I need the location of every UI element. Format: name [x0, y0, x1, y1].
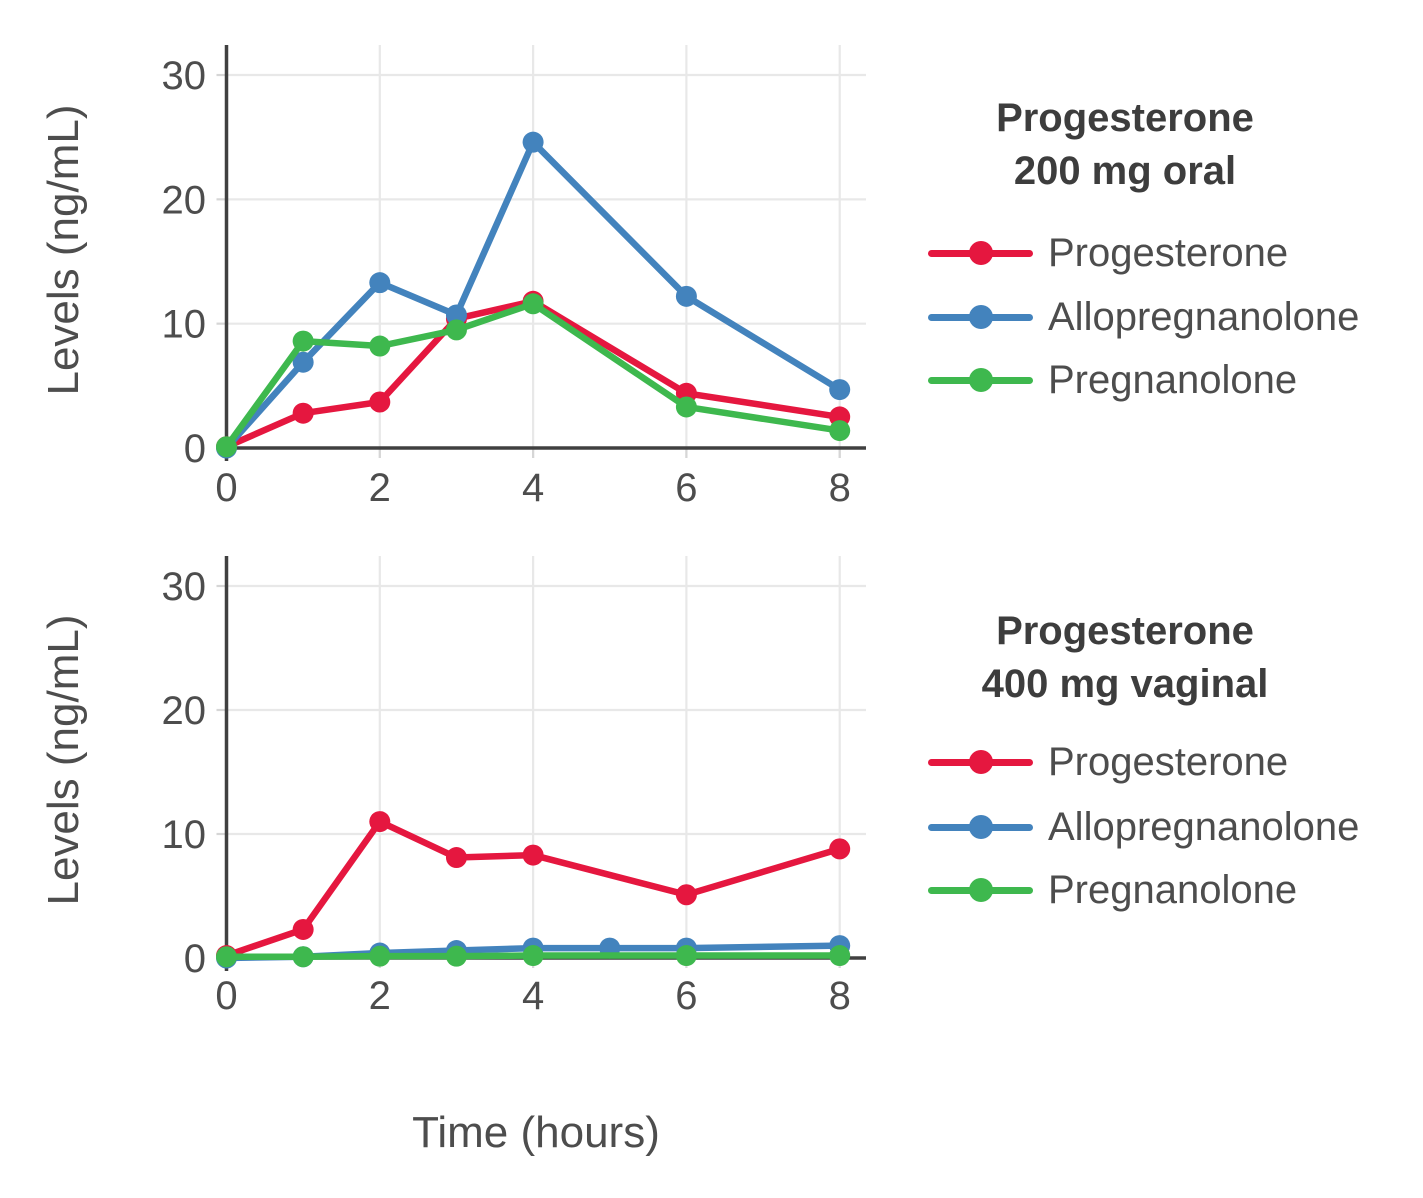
x-axis-title: Time (hours)	[412, 1108, 660, 1157]
data-point-progesterone	[292, 402, 314, 424]
data-point-progesterone	[369, 391, 391, 413]
y-axis-title-bottom: Levels (ng/mL)	[39, 614, 88, 906]
y-tick-label: 10	[162, 813, 207, 857]
legend-swatch-progesterone	[928, 241, 1033, 265]
legend-swatch-pregnanolone	[928, 878, 1033, 902]
y-axis-title-top: Levels (ng/mL)	[39, 104, 88, 396]
data-point-allopregnanolone	[829, 379, 851, 401]
legend-label: Allopregnanolone	[1048, 804, 1360, 849]
legend-swatch-allopregnanolone	[928, 305, 1033, 329]
data-point-progesterone	[369, 811, 391, 833]
legend-swatch-pregnanolone	[928, 368, 1033, 392]
legend-label: Progesterone	[1048, 230, 1289, 275]
y-tick-label: 0	[184, 427, 206, 471]
legend-label: Progesterone	[1048, 739, 1289, 784]
data-point-pregnanolone	[675, 945, 697, 967]
legend-label: Pregnanolone	[1048, 357, 1298, 402]
legend-item-progesterone: Progesterone	[928, 739, 1289, 784]
legend-marker-dot	[968, 241, 993, 265]
data-point-progesterone	[445, 847, 467, 869]
legend-title-line1: Progesterone	[996, 96, 1254, 140]
legend-marker-dot	[968, 750, 993, 774]
data-point-pregnanolone	[675, 396, 697, 418]
y-tick-label: 30	[162, 54, 207, 98]
x-tick-label: 4	[522, 466, 544, 510]
data-point-pregnanolone	[216, 436, 237, 458]
legend-title-top: Progesterone 200 mg oral	[925, 92, 1325, 198]
data-point-progesterone	[292, 918, 314, 940]
legend-title-line2: 400 mg vaginal	[981, 662, 1269, 706]
legend-marker-dot	[968, 368, 993, 392]
data-point-pregnanolone	[216, 946, 237, 968]
y-tick-label: 0	[184, 937, 206, 981]
data-point-pregnanolone	[445, 319, 467, 341]
legend-swatch-allopregnanolone	[928, 815, 1033, 839]
x-tick-label: 6	[675, 974, 697, 1018]
y-tick-label: 30	[162, 565, 207, 609]
data-point-allopregnanolone	[369, 272, 391, 294]
legend-swatch-progesterone	[928, 750, 1033, 774]
y-tick-label: 20	[162, 178, 207, 222]
data-point-pregnanolone	[445, 945, 467, 967]
legend-item-progesterone: Progesterone	[928, 230, 1289, 275]
legend-title-line1: Progesterone	[996, 609, 1254, 653]
legend-title-line2: 200 mg oral	[1013, 149, 1237, 193]
data-point-pregnanolone	[369, 945, 391, 967]
data-point-allopregnanolone	[522, 131, 544, 153]
y-tick-label: 10	[162, 303, 207, 347]
y-tick-label: 20	[162, 689, 207, 733]
x-tick-label: 4	[522, 974, 544, 1018]
data-point-pregnanolone	[292, 946, 314, 968]
data-point-allopregnanolone	[675, 285, 697, 307]
legend-item-pregnanolone: Pregnanolone	[928, 867, 1298, 912]
legend-item-allopregnanolone: Allopregnanolone	[928, 804, 1360, 849]
x-tick-label: 8	[829, 974, 851, 1018]
legend-label: Pregnanolone	[1048, 867, 1298, 912]
x-tick-label: 2	[369, 466, 391, 510]
legend-title-bottom: Progesterone 400 mg vaginal	[925, 605, 1325, 711]
legend-item-pregnanolone: Pregnanolone	[928, 357, 1298, 402]
data-point-pregnanolone	[829, 420, 851, 442]
x-tick-label: 2	[369, 974, 391, 1018]
legend-label: Allopregnanolone	[1048, 294, 1360, 339]
data-point-pregnanolone	[292, 330, 314, 352]
legend-item-allopregnanolone: Allopregnanolone	[928, 294, 1360, 339]
data-point-progesterone	[829, 838, 851, 860]
data-point-pregnanolone	[522, 945, 544, 967]
legend-marker-dot	[968, 878, 993, 902]
x-tick-label: 6	[675, 466, 697, 510]
legend-marker-dot	[968, 815, 993, 839]
data-point-pregnanolone	[829, 945, 851, 967]
data-point-progesterone	[522, 844, 544, 866]
data-point-allopregnanolone	[292, 351, 314, 373]
x-tick-label: 8	[829, 466, 851, 510]
data-point-allopregnanolone	[445, 304, 467, 326]
data-point-progesterone	[675, 884, 697, 906]
x-tick-label: 0	[215, 974, 237, 1018]
data-point-pregnanolone	[522, 293, 544, 315]
data-point-pregnanolone	[369, 335, 391, 357]
legend-marker-dot	[968, 305, 993, 329]
x-tick-label: 0	[215, 466, 237, 510]
